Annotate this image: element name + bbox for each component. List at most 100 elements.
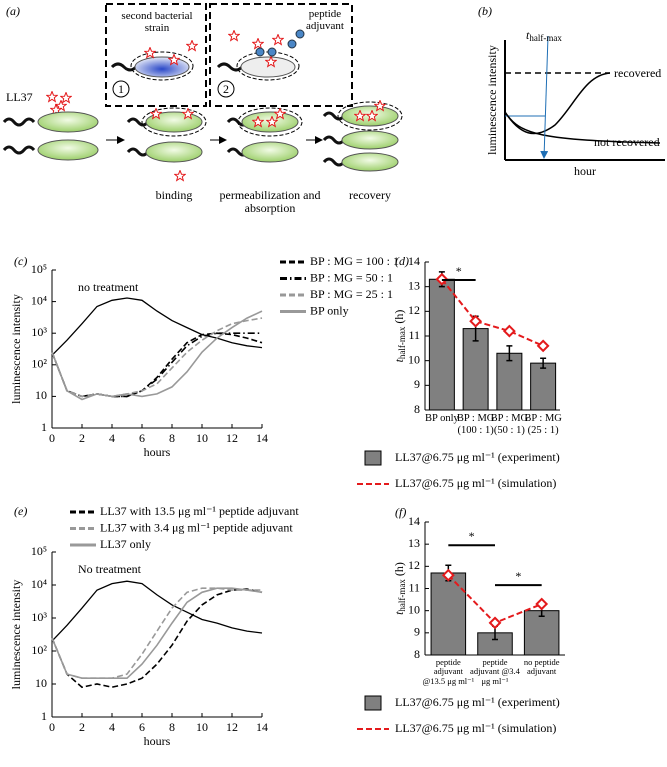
series-line	[51, 587, 263, 679]
panel-label: (b)	[478, 4, 492, 18]
step-number: 2	[223, 82, 229, 96]
y-title-sub: half-max	[397, 326, 407, 359]
x-tick-label: BP : MG (25 : 1)	[524, 413, 562, 436]
bar	[428, 278, 455, 411]
x-tick-label: no peptide adjuvant	[523, 657, 560, 677]
panel-label: (e)	[14, 504, 27, 518]
series-line	[51, 310, 263, 401]
y-tick-label: 10	[408, 602, 420, 616]
x-axis-title: hours	[144, 734, 171, 748]
y-tick-label: 11	[408, 580, 420, 594]
y-tick-label: 10²	[31, 357, 47, 371]
x-tick-label: BP only	[425, 413, 459, 424]
legend-label: BP : MG = 25 : 1	[310, 287, 393, 301]
inset-text: second bacterial strain	[121, 10, 193, 35]
y-tick-label: 10⁵	[31, 544, 47, 558]
series-line	[51, 317, 263, 398]
curve-label: recovered	[614, 66, 661, 80]
x-tick-label: 10	[196, 720, 208, 734]
axis-title: luminescence intensity	[485, 45, 499, 155]
legend-label: LL37@6.75 μg ml⁻¹ (simulation)	[395, 721, 556, 735]
x-tick-label: 0	[49, 431, 55, 445]
significance-mark: *	[469, 529, 475, 543]
y-title-suffix: (h)	[392, 562, 406, 579]
y-tick-label: 13	[408, 278, 420, 292]
x-tick-label: 6	[139, 720, 145, 734]
x-tick-label: 8	[169, 720, 175, 734]
x-tick-label: 12	[226, 720, 238, 734]
y-tick-label: 10⁴	[31, 577, 47, 591]
panel-b: (b) thalf-max recovered not recovered lu…	[478, 4, 665, 178]
y-axis-title: thalf-max (h)	[392, 562, 407, 615]
series-line	[51, 580, 263, 642]
step-label: binding	[156, 188, 193, 202]
marker	[441, 568, 455, 582]
x-tick-label: 6	[139, 431, 145, 445]
legend-label: LL37@6.75 μg ml⁻¹ (experiment)	[395, 695, 560, 709]
legend-swatch	[364, 695, 382, 711]
legend-label: LL37@6.75 μg ml⁻¹ (simulation)	[395, 476, 556, 490]
marker	[488, 616, 502, 630]
panel-label: (a)	[6, 4, 20, 18]
step-label: permeabilization and absorption	[219, 188, 321, 216]
not-recovered-curve	[504, 111, 661, 144]
step-label: recovery	[349, 188, 391, 202]
agent-label: LL37	[6, 90, 33, 104]
bar	[530, 362, 557, 411]
bar	[523, 610, 560, 656]
bacteria	[2, 91, 403, 181]
bar	[496, 352, 523, 411]
x-tick-label: BP : MG (100 : 1)	[456, 413, 495, 436]
x-tick-label: 4	[109, 431, 115, 445]
significance-mark: *	[456, 264, 462, 278]
series-line	[51, 332, 262, 398]
legend-label: BP : MG = 100 : 1	[310, 254, 399, 268]
legend-label: BP only	[310, 303, 349, 317]
legend-label: BP : MG = 50 : 1	[310, 270, 393, 284]
y-tick-label: 8	[414, 402, 420, 416]
y-tick-label: 13	[408, 536, 420, 550]
panel-a: (a) 1 2 LL37	[2, 3, 403, 202]
y-tick-label: 10²	[31, 643, 47, 657]
panel-label: (c)	[14, 254, 27, 268]
y-tick-label: 10³	[31, 610, 47, 624]
y-tick-label: 14	[408, 514, 420, 528]
y-tick-label: 10	[408, 352, 420, 366]
t-half-max-arrow	[540, 35, 549, 159]
series-line	[51, 297, 263, 356]
y-title-main: t	[392, 358, 406, 362]
bacterium-icon	[216, 29, 305, 81]
x-tick-label: 2	[79, 720, 85, 734]
curve-annotation: no treatment	[78, 280, 139, 294]
y-tick-label: 1	[41, 420, 47, 434]
legend-label: LL37 with 13.5 μg ml⁻¹ peptide adjuvant	[100, 504, 299, 518]
step-circle	[217, 80, 235, 98]
bar	[430, 572, 467, 656]
y-title-main: t	[392, 611, 406, 615]
series-line	[441, 278, 544, 347]
y-tick-label: 10	[35, 676, 47, 690]
legend-label: LL37 with 3.4 μg ml⁻¹ peptide adjuvant	[100, 520, 293, 534]
significance-mark: *	[515, 569, 521, 583]
panel-label: (d)	[395, 254, 409, 268]
y-axis-title: luminescence intensity	[9, 580, 23, 690]
y-tick-label: 12	[408, 558, 420, 572]
y-tick-label: 14	[408, 254, 420, 268]
x-tick-label: 2	[79, 431, 85, 445]
step-number: 1	[118, 82, 124, 96]
y-tick-label: 10³	[31, 325, 47, 339]
y-tick-label: 9	[414, 625, 420, 639]
x-tick-label: 8	[169, 431, 175, 445]
bacterium-icon	[110, 40, 198, 81]
legend-label: LL37 only	[100, 537, 151, 551]
y-axis-title: luminescence intensity	[9, 294, 23, 404]
x-tick-label: peptide adjuvant @13.5 μg ml⁻¹	[422, 657, 475, 686]
curve-label: not recovered	[594, 135, 660, 149]
x-tick-label: 4	[109, 720, 115, 734]
curve-annotation: No treatment	[78, 562, 142, 576]
legend-swatch	[364, 450, 382, 466]
x-tick-label: 14	[256, 431, 268, 445]
inset-box	[105, 3, 207, 107]
y-tick-label: 11	[408, 328, 420, 342]
